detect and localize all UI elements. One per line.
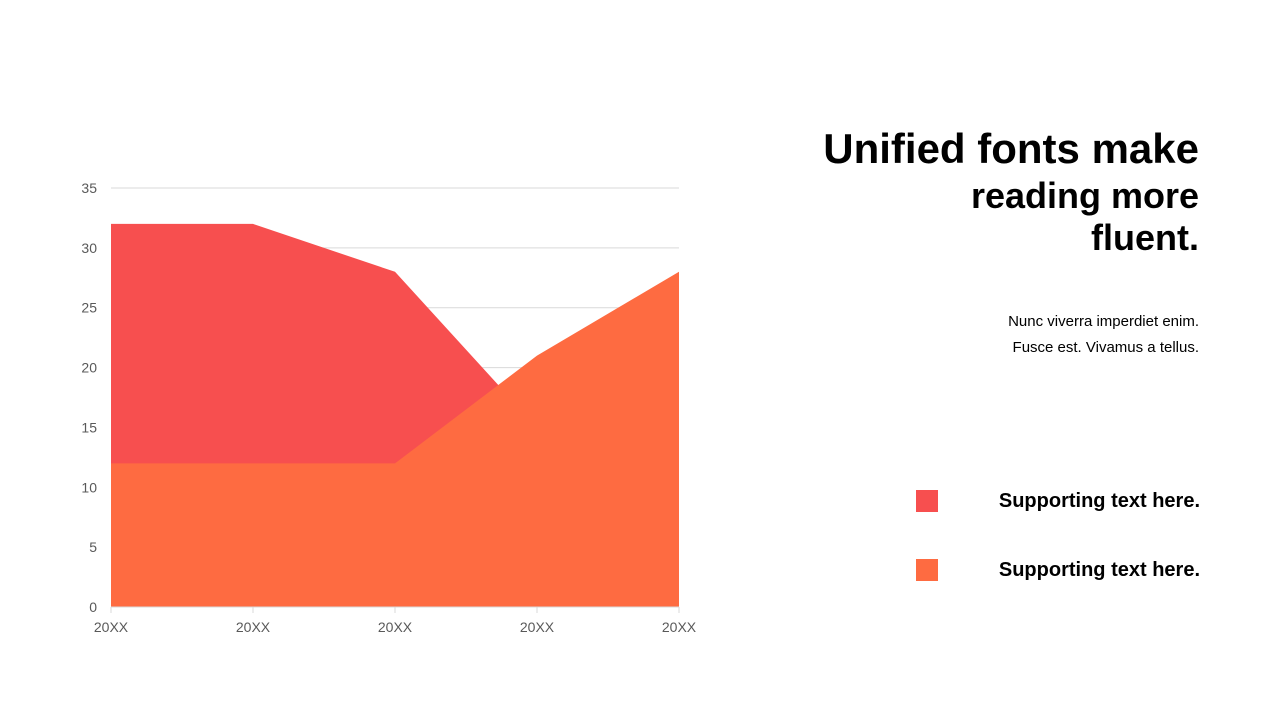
y-tick-label-15: 15 (81, 419, 97, 435)
tick-labels: 0 5 10 15 20 25 30 35 20XX 20XX 20XX 20XX 20XX (81, 180, 696, 635)
area-series-2 (111, 271, 679, 607)
title-line-3: fluent. (1091, 217, 1199, 258)
x-tick-label-5: 20XX (662, 619, 697, 635)
legend-item-1: Supporting text here. (916, 489, 1200, 513)
title-line-2: reading more (970, 175, 1199, 216)
legend-item-2: Supporting text here. (916, 558, 1200, 582)
area-series (111, 223, 679, 607)
y-tick-label-5: 5 (89, 539, 97, 555)
x-tick-label-2: 20XX (236, 619, 271, 635)
legend-swatch-1 (916, 490, 938, 512)
y-tick-label-20: 20 (81, 360, 97, 376)
legend-swatch-2 (916, 559, 938, 581)
body-text: Nunc viverra imperdiet enim. Fusce est. … (799, 309, 1199, 361)
slide-title: Unified fonts make reading more fluent. (679, 128, 1199, 256)
body-line-2: Fusce est. Vivamus a tellus. (1012, 339, 1199, 356)
x-tick-label-3: 20XX (378, 619, 413, 635)
axes (110, 606, 680, 613)
legend-label-1: Supporting text here. (998, 490, 1200, 512)
body-line-1: Nunc viverra imperdiet enim. (1008, 313, 1199, 330)
legend-label-2: Supporting text here. (998, 559, 1200, 581)
y-tick-label-35: 35 (81, 180, 97, 196)
y-tick-label-0: 0 (89, 599, 97, 615)
y-tick-label-25: 25 (81, 300, 97, 316)
x-tick-label-1: 20XX (94, 619, 129, 635)
y-tick-label-30: 30 (81, 240, 97, 256)
y-tick-label-10: 10 (81, 479, 97, 495)
title-line-1: Unified fonts make (823, 125, 1199, 172)
area-chart: 0 5 10 15 20 25 30 35 20XX 20XX 20XX 20XX 20XX (81, 180, 696, 635)
x-tick-label-4: 20XX (520, 619, 555, 635)
